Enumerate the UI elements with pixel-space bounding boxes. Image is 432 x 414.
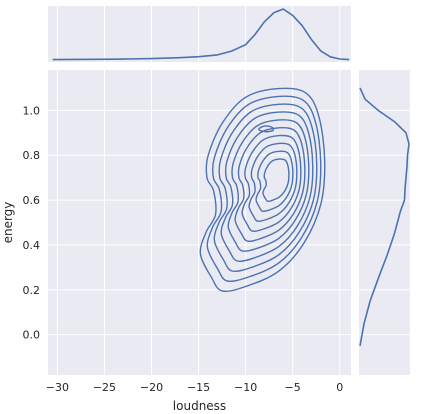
- x-tick-label: 0: [336, 381, 343, 394]
- marginal-y-panel: [359, 70, 410, 375]
- kde-contour-line: [206, 95, 322, 282]
- kde-contour-line: [262, 158, 290, 202]
- x-axis-label: loudness: [173, 399, 226, 413]
- x-tick-label: −5: [285, 381, 301, 394]
- x-tick-label: −30: [46, 381, 69, 394]
- marginal-x-panel: [48, 6, 351, 62]
- kde-contour-line: [234, 126, 306, 243]
- y-tick-label: 0.8: [23, 149, 41, 162]
- right-marginal-background: [359, 70, 410, 375]
- kde-contour-line: [241, 134, 302, 232]
- main-plot-background: [48, 70, 351, 375]
- y-tick-label: 0.2: [23, 284, 41, 297]
- kde-contour-line: [227, 119, 310, 252]
- kde-contour-line: [248, 142, 298, 222]
- y-tick-label: 0.0: [23, 329, 41, 342]
- y-tick-label: 0.4: [23, 239, 41, 252]
- y-tick-label: 0.6: [23, 194, 41, 207]
- x-tick-label: −20: [140, 381, 163, 394]
- kde-contour-line: [258, 125, 275, 133]
- y-tick-label: 1.0: [23, 104, 41, 117]
- x-tick-label: −10: [234, 381, 257, 394]
- top-marginal-background: [48, 6, 351, 62]
- y-axis-label: energy: [1, 202, 15, 244]
- marginal-x-density-line: [52, 8, 350, 61]
- x-tick-label: −15: [187, 381, 210, 394]
- kde-contour-line: [220, 111, 314, 263]
- kde-contour-line: [213, 103, 318, 273]
- kde-contour-line: [199, 87, 326, 293]
- kde-contour-line: [255, 150, 294, 212]
- joint-kde-panel: −30 −25 −20 −15 −10 −5 0 0.0 0.2 0.4 0.6 0.8 1.0: [23, 70, 351, 394]
- x-tick-label: −25: [93, 381, 116, 394]
- marginal-y-density-line: [359, 87, 410, 346]
